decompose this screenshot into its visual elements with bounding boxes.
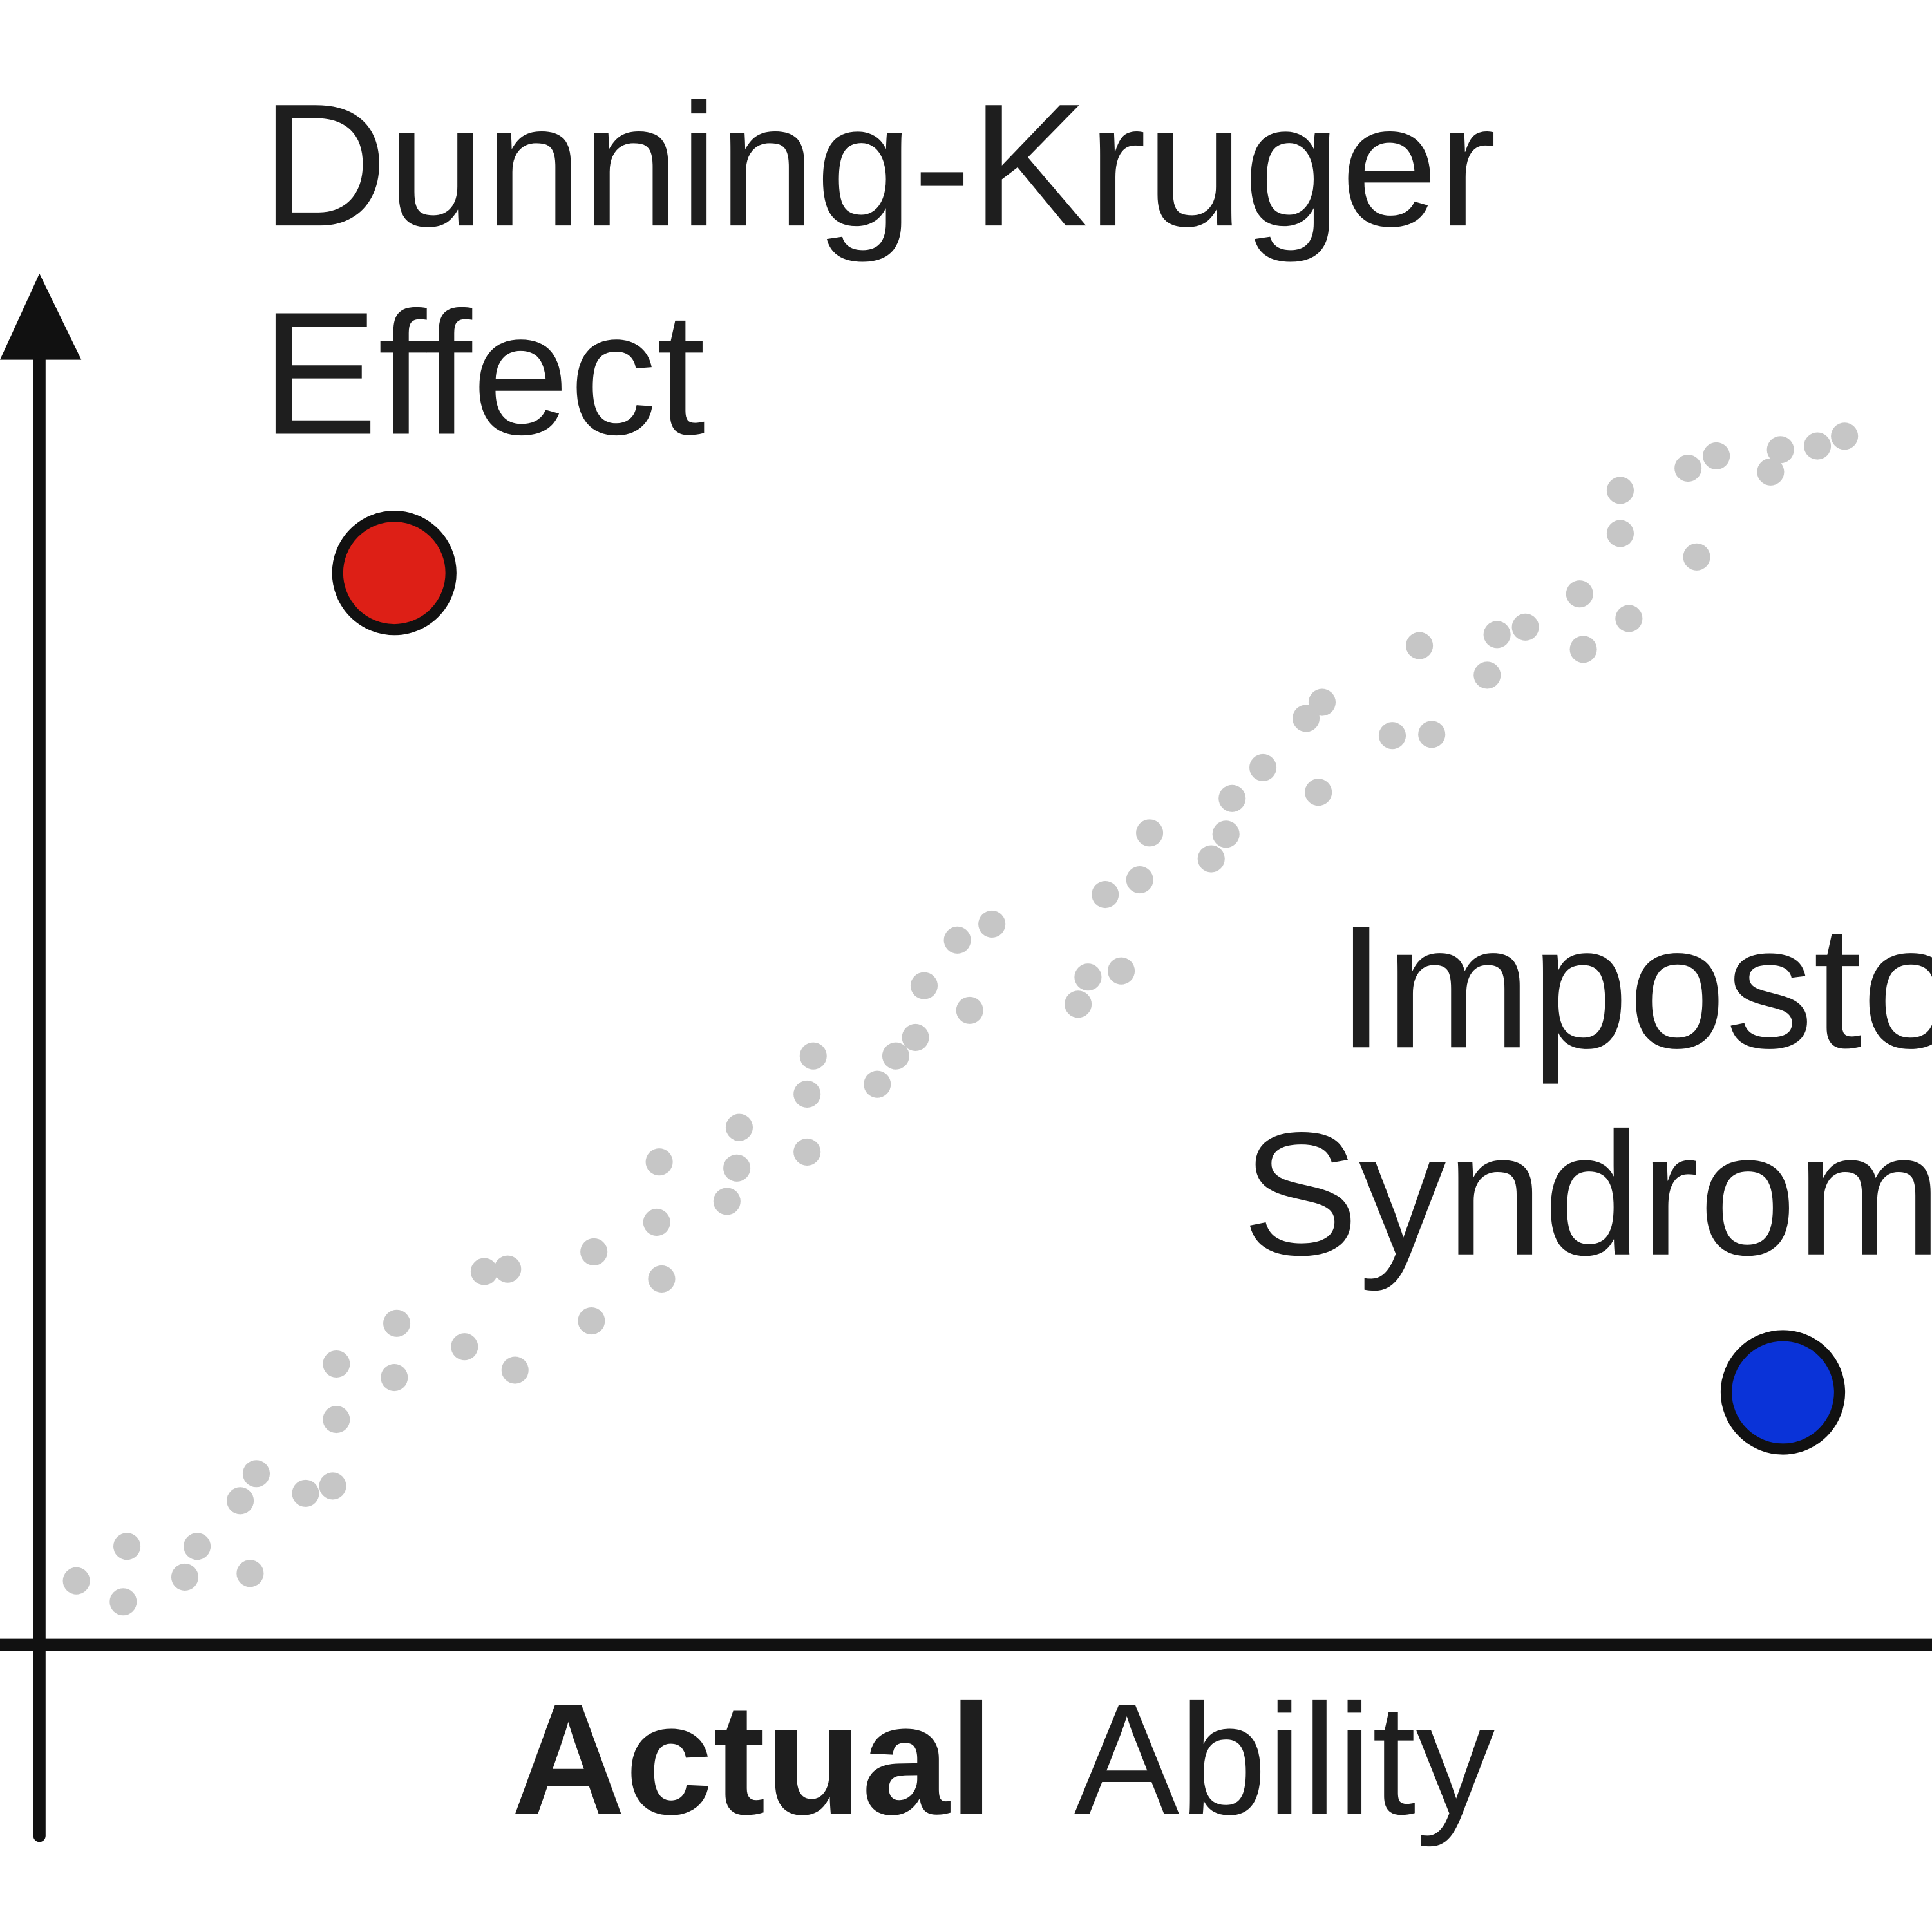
gray-dot [1473,661,1501,689]
gray-dot [643,1208,670,1236]
gray-dot [227,1487,254,1515]
gray-dot [1418,721,1446,748]
gray-dot [793,1138,821,1166]
gray-dot [648,1265,676,1293]
gray-dot [171,1563,199,1591]
gray-dot [580,1238,608,1265]
gray-dot [1766,436,1794,464]
gray-dot [451,1333,478,1361]
y-axis-arrow [0,273,82,360]
gray-dot [1065,990,1092,1018]
gray-dot [864,1070,891,1098]
gray-dot [113,1533,141,1560]
gray-dot [1569,636,1597,663]
x-axis-title: Actual Ability [511,1671,1495,1847]
gray-dot [1406,632,1434,659]
gray-dot [383,1309,411,1337]
gray-dot [109,1588,137,1616]
gray-dot [1483,621,1511,649]
gray-dot [494,1255,522,1283]
gray-dot [1197,845,1225,873]
gray-dot [713,1188,741,1215]
gray-dot [470,1258,498,1285]
gray-dot [323,1350,350,1378]
gray-dot [1212,820,1240,848]
gray-dot [882,1042,909,1070]
gray-dot [956,996,983,1024]
annotation-line: Effect [261,275,706,471]
gray-dot [1615,605,1643,632]
gray-dot [943,926,971,954]
gray-dot [1674,454,1702,482]
annotation-line: Impostor [1337,889,1932,1085]
blue-point [1720,1330,1846,1455]
gray-dot [1804,432,1832,460]
gray-dot [1378,722,1406,750]
gray-dot [1757,458,1785,486]
gray-dot [725,1113,753,1141]
axis-title-regular: Ability [1074,1671,1495,1847]
gray-dot [1308,688,1336,716]
gray-dot [1606,520,1634,547]
gray-dot [578,1307,605,1335]
annotation-line: Dunning-Kruger [261,67,1497,263]
red-point [332,511,457,636]
gray-dot [62,1567,90,1595]
gray-dot [236,1560,264,1587]
gray-dot [1511,613,1539,641]
gray-dot [242,1460,270,1488]
gray-dot [1683,543,1710,571]
scatter-dots [62,422,1859,1616]
gray-dot [1305,779,1332,806]
gray-dot [1703,442,1730,469]
annotation-line: Syndrome [1242,1096,1932,1293]
gray-dot [645,1148,673,1176]
gray-dot [793,1080,821,1108]
gray-dot [902,1023,929,1052]
gray-dot [799,1042,827,1070]
gray-dot [1108,957,1135,985]
gray-dot [1126,866,1153,894]
gray-dot [1074,963,1102,991]
gray-dot [319,1472,346,1500]
gray-dot [1092,880,1119,909]
gray-dot [381,1363,408,1392]
gray-dot [501,1356,529,1384]
gray-dot [1831,422,1859,450]
gray-dot [184,1533,211,1560]
gray-dot [910,972,938,999]
gray-dot [1566,580,1593,608]
axis-title-bold: Actual [511,1671,993,1847]
gray-dot [1218,784,1246,812]
gray-dot [723,1154,751,1182]
gray-dot [1606,477,1634,504]
gray-dot [292,1479,319,1507]
gray-dot [1136,819,1164,847]
gray-dot [323,1406,350,1434]
gray-dot [978,910,1006,938]
gray-dot [1249,753,1277,782]
